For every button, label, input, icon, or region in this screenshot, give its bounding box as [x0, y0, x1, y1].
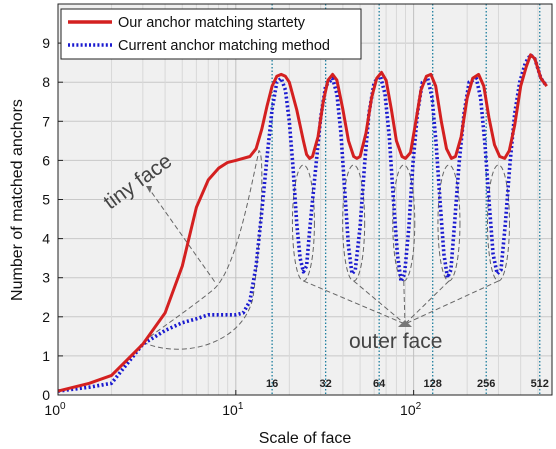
reference-label: 64: [373, 378, 386, 390]
annotation-ellipses: [141, 149, 510, 350]
x-tick-label: 102: [400, 401, 422, 418]
y-tick-label: 5: [42, 192, 50, 208]
reference-label: 256: [477, 378, 495, 390]
y-tick-label: 6: [42, 152, 50, 168]
legend-label-ours: Our anchor matching startety: [118, 15, 306, 31]
y-axis-ticks: 0 1 2 3 4 5 6 7 8 9: [42, 35, 63, 403]
connector-line: [404, 280, 499, 325]
x-tick-label: 101: [222, 401, 244, 418]
scale-reference-lines: [271, 4, 541, 395]
reference-label: 512: [531, 378, 549, 390]
reference-label: 32: [320, 378, 332, 390]
series-ours-line: [57, 53, 548, 393]
tiny-face-arrowhead: [146, 186, 152, 193]
connector-line: [353, 280, 406, 325]
connector-line: [404, 280, 450, 325]
x-tick-label: 100: [44, 401, 66, 418]
legend: Our anchor matching startety Current anc…: [60, 8, 362, 60]
scale-labels: 16 32 64 128 256 512: [266, 378, 549, 390]
y-axis-label: Number of matched anchors: [9, 99, 26, 301]
hub-marker: [398, 320, 412, 327]
tiny-face-region: [141, 149, 263, 350]
y-tick-label: 3: [42, 270, 50, 286]
annotation-outer-face: outer face: [349, 330, 442, 353]
connector-line: [403, 280, 406, 325]
series-current-line: [57, 53, 549, 393]
y-tick-label: 2: [42, 309, 50, 325]
reference-label: 128: [424, 378, 442, 390]
y-tick-label: 1: [42, 348, 50, 364]
y-tick-label: 7: [42, 113, 50, 129]
y-tick-label: 0: [42, 387, 50, 403]
legend-label-current: Current anchor matching method: [118, 38, 330, 54]
legend-box: [60, 8, 362, 60]
y-tick-label: 9: [42, 35, 50, 51]
tiny-face-pointer: [149, 189, 216, 282]
y-tick-label: 4: [42, 231, 50, 247]
y-tick-label: 8: [42, 74, 50, 90]
reference-label: 16: [266, 378, 278, 390]
connector-line: [303, 280, 406, 325]
x-axis-label: Scale of face: [259, 430, 352, 447]
series-lines: [57, 53, 549, 393]
